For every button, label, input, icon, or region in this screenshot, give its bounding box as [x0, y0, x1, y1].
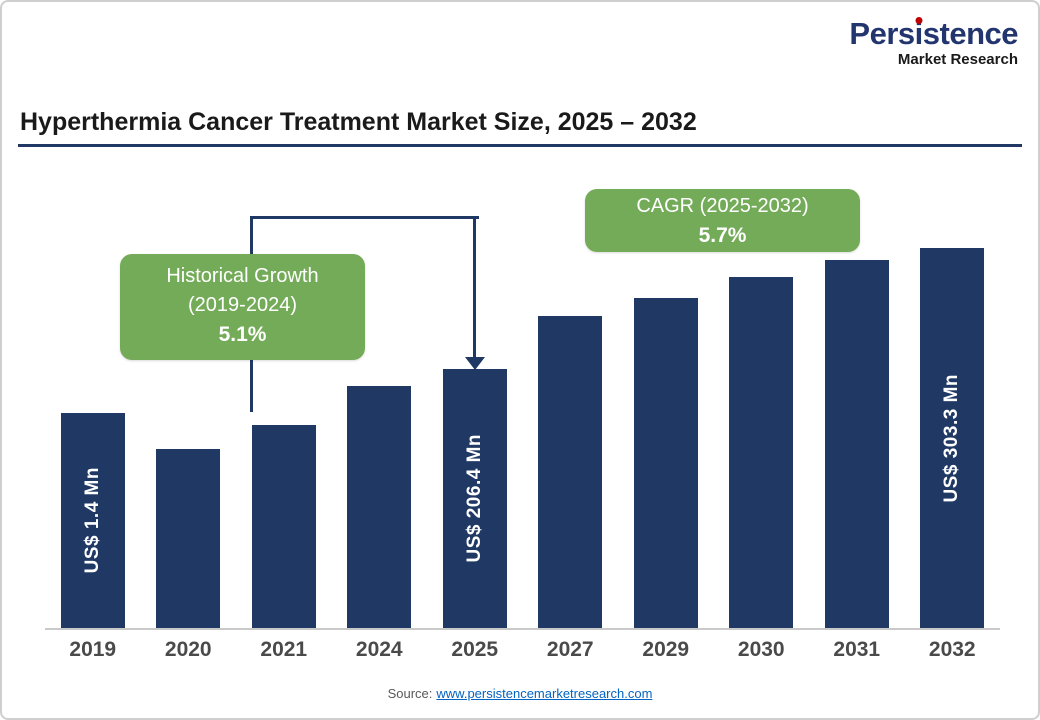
historical-growth-period: (2019-2024): [188, 294, 297, 316]
logo-red-dot-i: i: [914, 16, 924, 51]
bar-2032: US$ 303.3 Mn: [920, 248, 985, 628]
bar-2031: [824, 260, 889, 628]
bar-column-2030: [714, 150, 810, 628]
x-axis-label-2029: 2029: [642, 638, 690, 661]
bar-2030: [729, 277, 794, 628]
historical-growth-callout: Historical Growth (2019-2024) 5.1%: [120, 254, 365, 360]
x-axis-label-2031: 2031: [833, 638, 881, 661]
x-axis-label-2025: 2025: [451, 638, 499, 661]
source-line: Source: www.persistencemarketresearch.com: [0, 686, 1040, 701]
bar-2024: [347, 386, 412, 628]
bar-2020: [156, 449, 221, 628]
cagr-label: CAGR (2025-2032): [636, 195, 809, 217]
x-axis-labels: 2019 2020 2021 2024 2025 2027 2029 2030 2031 2032: [45, 638, 1000, 662]
x-axis-label-2019: 2019: [69, 638, 117, 661]
source-label: Source:: [387, 686, 433, 701]
connector-horizontal-line: [250, 216, 479, 219]
bar-column-2025: US$ 206.4 Mn: [427, 150, 523, 628]
x-axis-line: [45, 628, 1000, 630]
bar-value-label-2032: US$ 303.3 Mn: [941, 373, 963, 503]
historical-growth-value: 5.1%: [218, 323, 267, 346]
bar-2027: [538, 316, 603, 628]
bar-value-label-2019: US$ 1.4 Mn: [81, 467, 103, 574]
bar-column-2024: [332, 150, 428, 628]
logo-brand-part1: Pers: [849, 16, 915, 51]
logo-subtitle: Market Research: [897, 51, 1018, 68]
title-underline: [18, 144, 1022, 147]
bar-value-label-2025: US$ 206.4 Mn: [463, 434, 485, 563]
x-axis-label-2024: 2024: [355, 638, 403, 661]
bar-2025: US$ 206.4 Mn: [442, 369, 507, 628]
logo-brand: Persistence: [849, 18, 1018, 50]
historical-growth-label: Historical Growth: [166, 265, 319, 287]
page-title: Hyperthermia Cancer Treatment Market Siz…: [20, 108, 697, 136]
cagr-value: 5.7%: [698, 224, 747, 247]
cagr-callout: CAGR (2025-2032) 5.7%: [585, 189, 860, 252]
bar-2019: US$ 1.4 Mn: [60, 413, 125, 628]
bar-column-2019: US$ 1.4 Mn: [45, 150, 141, 628]
logo: Persistence Market Research: [849, 18, 1018, 69]
down-arrow-icon: [465, 357, 485, 370]
connector-right-vertical-line: [473, 216, 476, 357]
x-axis-label-2027: 2027: [546, 638, 594, 661]
x-axis-label-2030: 2030: [737, 638, 785, 661]
bar-column-2031: [809, 150, 905, 628]
bar-2029: [633, 298, 698, 628]
bar-column-2029: [618, 150, 714, 628]
bar-column-2020: [141, 150, 237, 628]
bar-column-2027: [523, 150, 619, 628]
x-axis-label-2020: 2020: [164, 638, 212, 661]
bar-column-2032: US$ 303.3 Mn: [905, 150, 1001, 628]
x-axis-label-2032: 2032: [928, 638, 976, 661]
x-axis-label-2021: 2021: [260, 638, 308, 661]
bar-chart: US$ 1.4 Mn US$ 206.4 Mn US$ 303.3 Mn: [45, 150, 1000, 628]
source-link[interactable]: www.persistencemarketresearch.com: [436, 686, 653, 701]
bar-column-2021: [236, 150, 332, 628]
bar-2021: [251, 425, 316, 628]
logo-brand-part2: stence: [922, 16, 1019, 51]
